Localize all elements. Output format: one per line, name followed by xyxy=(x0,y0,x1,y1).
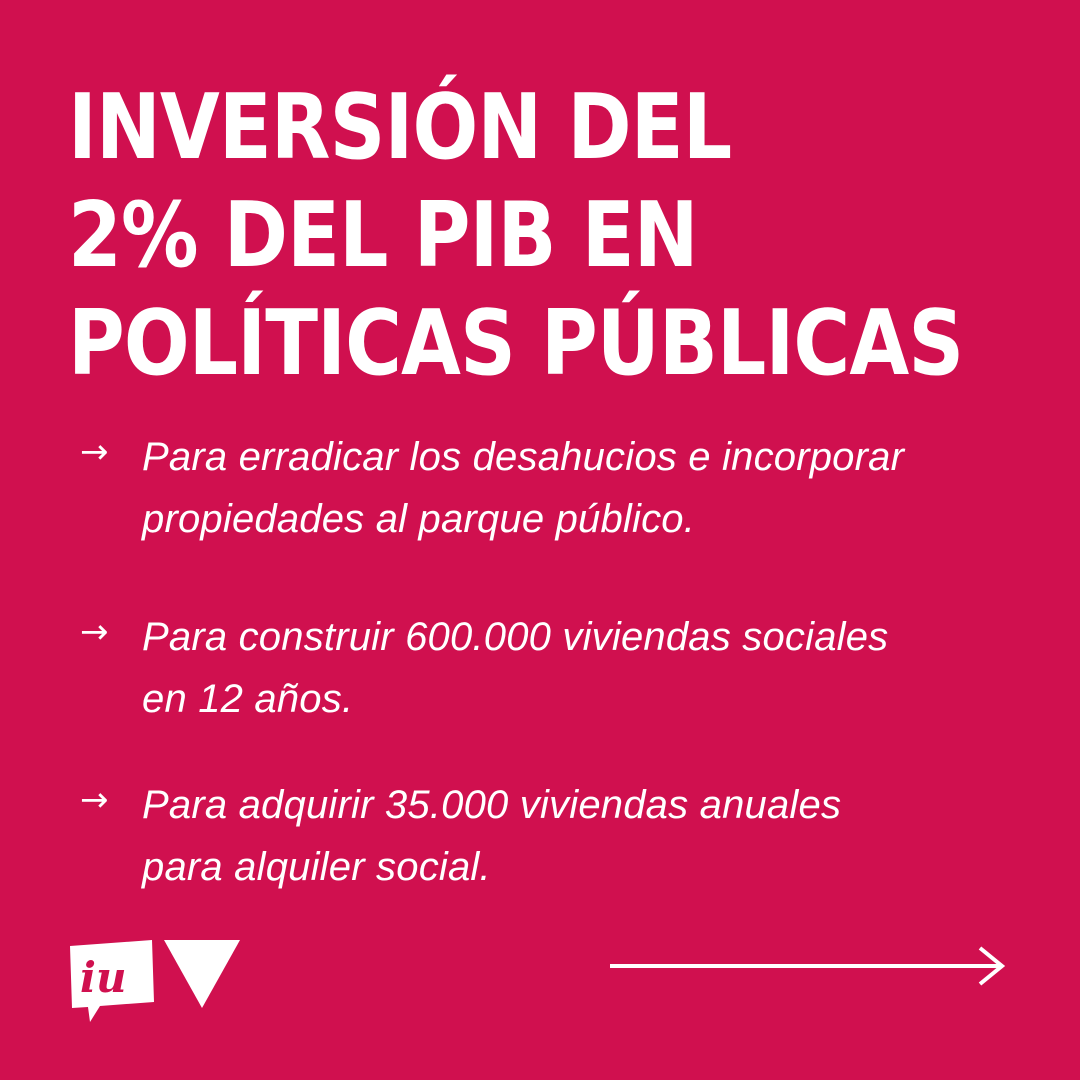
iu-logo-icon: iu xyxy=(70,940,154,1022)
bullet-item: → Para erradicar los desahucios e incorp… xyxy=(80,426,1020,606)
headline-line-1: INVERSIÓN DEL xyxy=(68,75,732,180)
triangle-logo-icon xyxy=(164,940,240,1008)
arrow-right-icon: → xyxy=(80,612,109,652)
bullet-text-line-2: para alquiler social. xyxy=(142,845,491,889)
next-arrow-icon[interactable] xyxy=(608,946,1008,986)
headline-line-3: POLÍTICAS PÚBLICAS xyxy=(68,291,964,396)
headline: INVERSIÓN DEL 2% DEL PIB EN POLÍTICAS PÚ… xyxy=(68,74,1028,398)
bullet-text-line-2: propiedades al parque público. xyxy=(142,497,696,541)
iu-logo-text: iu xyxy=(80,953,127,1002)
bullet-text-line-1: Para construir 600.000 viviendas sociale… xyxy=(142,615,889,659)
bullet-text-line-2: en 12 años. xyxy=(142,677,354,721)
bullet-text-line-1: Para erradicar los desahucios e incorpor… xyxy=(142,435,905,479)
bullet-item: → Para construir 600.000 viviendas socia… xyxy=(80,606,1020,774)
headline-line-2: 2% DEL PIB EN xyxy=(68,183,699,288)
bullet-text-line-1: Para adquirir 35.000 viviendas anuales xyxy=(142,783,842,827)
bullet-item: → Para adquirir 35.000 viviendas anuales… xyxy=(80,774,1020,954)
arrow-right-icon: → xyxy=(80,780,109,820)
arrow-right-icon: → xyxy=(80,432,109,472)
bullet-list: → Para erradicar los desahucios e incorp… xyxy=(80,426,1020,954)
